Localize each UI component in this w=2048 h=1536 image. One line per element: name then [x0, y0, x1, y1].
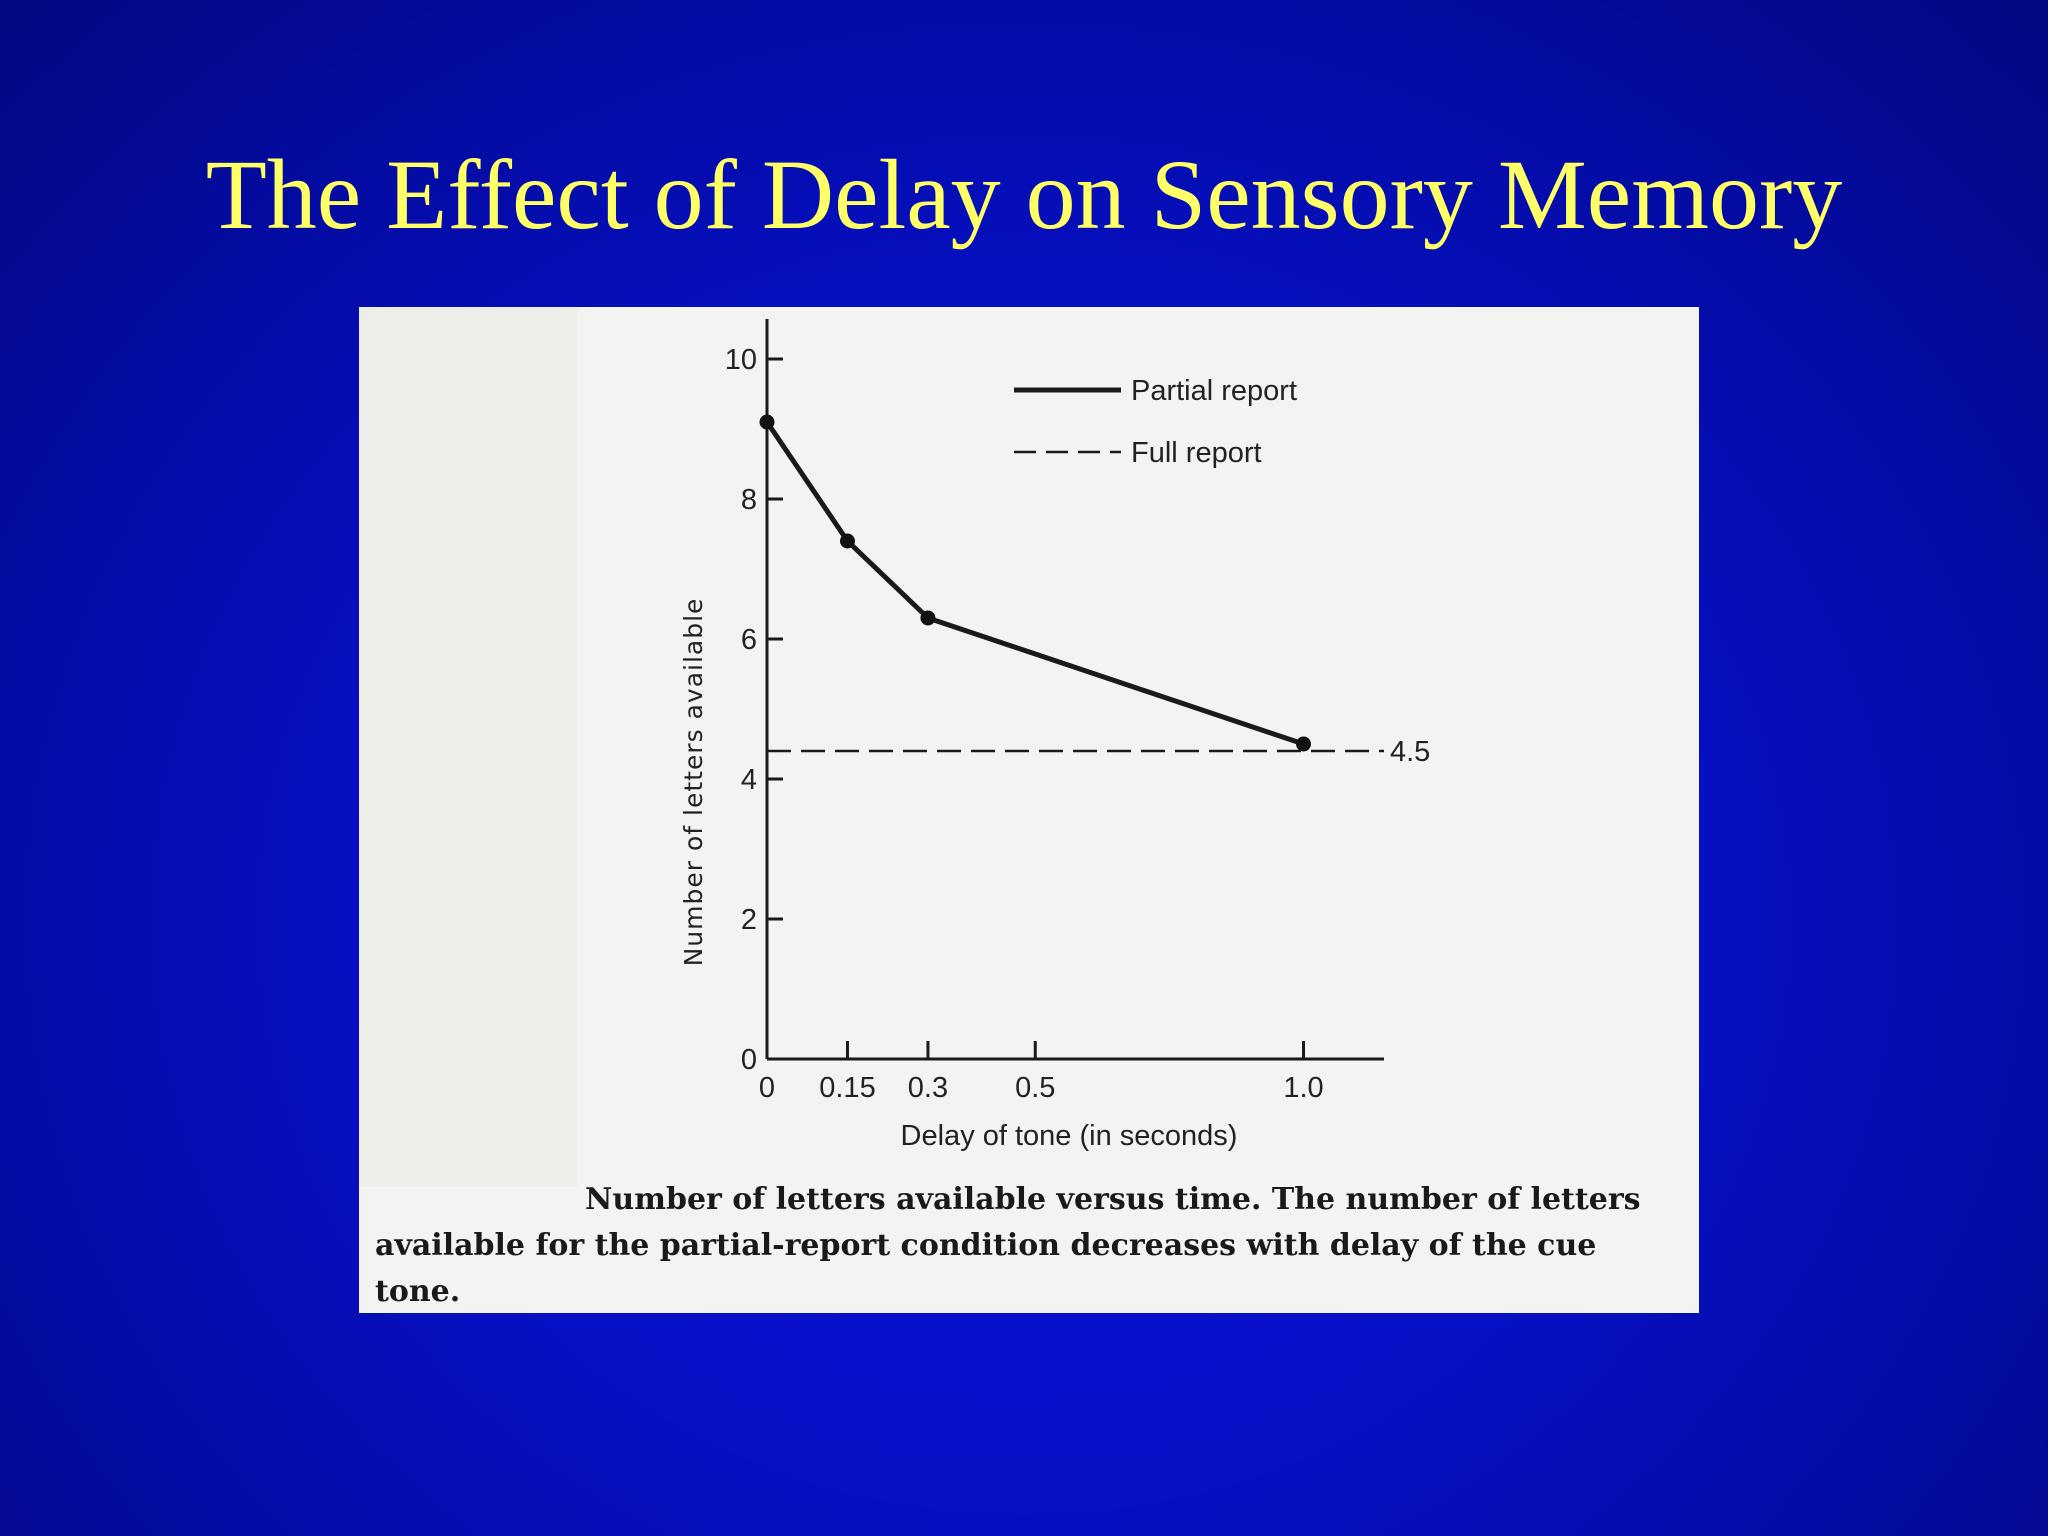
caption-text: Number of letters available versus time.…: [375, 1182, 1641, 1309]
data-point: [759, 414, 775, 430]
legend-label-full-report: Full report: [1131, 437, 1262, 469]
x-ticks: 0 0.15 0.3 0.5 1.0: [759, 1041, 1324, 1104]
y-tick-label: 2: [741, 904, 757, 936]
y-tick-label: 8: [741, 484, 757, 516]
data-point: [839, 533, 855, 549]
x-tick-label: 0.3: [908, 1072, 948, 1104]
y-tick-label: 6: [741, 624, 757, 656]
x-axis-label: Delay of tone (in seconds): [901, 1120, 1238, 1152]
figure-left-strip: [359, 307, 577, 1187]
line-chart: 0 2 4 6 8 10 0 0.15 0.3 0.5 1.0 Number of letters…: [679, 319, 1430, 1152]
figure-caption: Number of letters available versus time.…: [375, 1177, 1685, 1315]
series-layer: [759, 414, 1384, 753]
x-tick-label: 1.0: [1283, 1072, 1323, 1104]
y-tick-label: 10: [725, 344, 757, 376]
x-tick-label: 0.15: [819, 1072, 875, 1104]
legend: Partial report Full report: [1014, 375, 1297, 469]
x-tick-label: 0.5: [1015, 1072, 1055, 1104]
data-point: [920, 610, 936, 626]
figure-panel: 0 2 4 6 8 10 0 0.15 0.3 0.5 1.0 Number of letters…: [359, 307, 1699, 1313]
y-axis-label: Number of letters available: [679, 598, 708, 967]
series-line-0: [764, 420, 1305, 747]
full-report-value-label: 4.5: [1390, 736, 1430, 768]
x-tick-label: 0: [759, 1072, 775, 1104]
y-tick-label: 4: [741, 764, 757, 796]
legend-label-partial-report: Partial report: [1131, 375, 1297, 407]
data-point: [1296, 736, 1312, 752]
y-ticks: 0 2 4 6 8 10: [725, 344, 783, 1076]
y-tick-label: 0: [741, 1044, 757, 1076]
slide-title: The Effect of Delay on Sensory Memory: [205, 139, 1843, 250]
